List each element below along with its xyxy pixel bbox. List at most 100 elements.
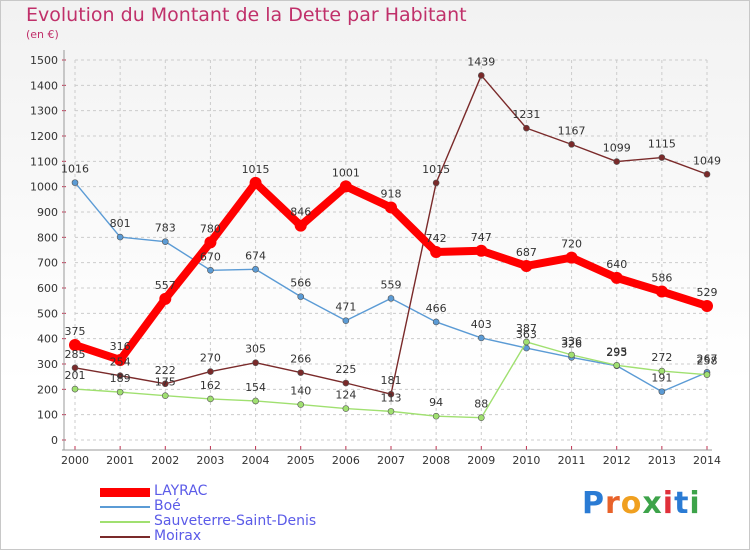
y-tick-label: 700 — [37, 257, 58, 270]
x-tick-label: 2011 — [558, 454, 586, 467]
data-point — [69, 339, 81, 351]
x-tick-label: 2014 — [693, 454, 721, 467]
x-tick-label: 2013 — [648, 454, 676, 467]
data-point — [116, 388, 124, 396]
data-point — [432, 179, 440, 187]
data-label: 466 — [426, 302, 447, 315]
y-tick-label: 800 — [37, 231, 58, 244]
data-label: 687 — [516, 246, 537, 259]
data-label: 387 — [516, 322, 537, 335]
data-label: 254 — [110, 356, 131, 369]
data-point — [342, 379, 350, 387]
x-tick-label: 2003 — [196, 454, 224, 467]
data-point — [252, 397, 259, 405]
data-point — [161, 392, 169, 399]
data-label: 191 — [651, 372, 672, 385]
data-point — [387, 408, 395, 415]
data-point — [114, 353, 127, 366]
y-tick-label: 1400 — [30, 79, 58, 92]
legend-swatch — [100, 506, 150, 508]
data-point — [475, 244, 488, 257]
y-tick-label: 1100 — [30, 155, 58, 168]
data-point — [477, 414, 485, 422]
data-label: 801 — [110, 217, 131, 230]
data-label: 1439 — [467, 55, 495, 68]
data-label: 94 — [429, 396, 443, 409]
data-point — [339, 180, 352, 193]
legend-label: Moirax — [154, 528, 202, 544]
data-point — [568, 351, 575, 359]
data-label: 846 — [290, 206, 311, 219]
data-label: 181 — [381, 374, 402, 387]
data-labels: 1016 801 783 670 674 566 471 559 466 403 363 326 293… — [61, 55, 721, 410]
data-point — [71, 364, 79, 372]
data-point — [294, 219, 307, 232]
data-point — [159, 292, 172, 305]
data-point — [387, 390, 395, 398]
data-label: 1115 — [648, 138, 676, 151]
y-tick-label: 1500 — [30, 54, 58, 67]
data-label: 403 — [471, 318, 492, 331]
data-label: 225 — [335, 363, 356, 376]
data-label: 674 — [245, 249, 266, 262]
data-point — [568, 141, 575, 148]
data-label: 918 — [381, 187, 402, 200]
data-label: 113 — [381, 391, 402, 404]
x-tick-label: 2007 — [377, 454, 405, 467]
data-label: 267 — [697, 352, 718, 365]
y-tick-label: 200 — [37, 383, 58, 396]
logo-letter: x — [642, 486, 663, 521]
data-point — [523, 338, 530, 346]
logo-letter: o — [620, 486, 643, 521]
x-tick-label: 2001 — [106, 454, 134, 467]
data-point — [342, 317, 350, 324]
y-tick-label: 1000 — [30, 181, 58, 194]
y-tick-label: 500 — [37, 307, 58, 320]
data-point — [523, 124, 530, 132]
data-point — [385, 201, 397, 214]
data-point — [297, 401, 305, 408]
data-point — [477, 334, 485, 342]
logo-letter: i — [689, 486, 701, 521]
x-tick-label: 2005 — [287, 454, 315, 467]
data-point — [430, 246, 443, 259]
data-label: 471 — [335, 301, 356, 314]
line-chart: 0 100 200 300 400 500 600 700 800 900 1000 1100 1200… — [30, 50, 721, 467]
data-label: 189 — [110, 372, 131, 385]
x-tick-label: 2009 — [467, 454, 495, 467]
data-point — [252, 359, 259, 367]
data-label: 1049 — [693, 154, 721, 167]
y-tick-label: 0 — [51, 434, 58, 447]
proxiti-logo: Proxiti — [582, 486, 701, 521]
data-label: 305 — [245, 343, 266, 356]
data-label: 1167 — [558, 124, 586, 137]
data-point — [204, 236, 217, 249]
data-label: 316 — [110, 340, 131, 353]
data-point — [297, 293, 305, 300]
data-point — [658, 154, 666, 161]
data-label: 742 — [426, 232, 447, 245]
data-label: 222 — [155, 364, 176, 377]
data-label: 557 — [155, 279, 176, 292]
legend-swatch — [100, 521, 150, 523]
data-label: 326 — [561, 337, 582, 350]
chart-title: Evolution du Montant de la Dette par Hab… — [26, 4, 467, 26]
data-label: 780 — [200, 222, 221, 235]
x-tick-label: 2000 — [61, 454, 89, 467]
data-label: 293 — [606, 346, 627, 359]
data-label: 1231 — [512, 108, 540, 121]
logo-letter: r — [605, 486, 621, 521]
chart-subtitle: (en €) — [26, 28, 59, 41]
data-label: 1015 — [422, 163, 450, 176]
data-point — [655, 285, 668, 298]
series-lines — [69, 72, 713, 422]
data-point — [432, 318, 440, 326]
data-label: 140 — [290, 385, 311, 398]
data-point — [161, 380, 169, 388]
data-label: 201 — [65, 369, 86, 382]
legend-label: LAYRAC — [154, 483, 208, 499]
data-label: 154 — [245, 381, 266, 394]
x-tick-label: 2010 — [512, 454, 540, 467]
data-label: 1099 — [603, 142, 631, 155]
